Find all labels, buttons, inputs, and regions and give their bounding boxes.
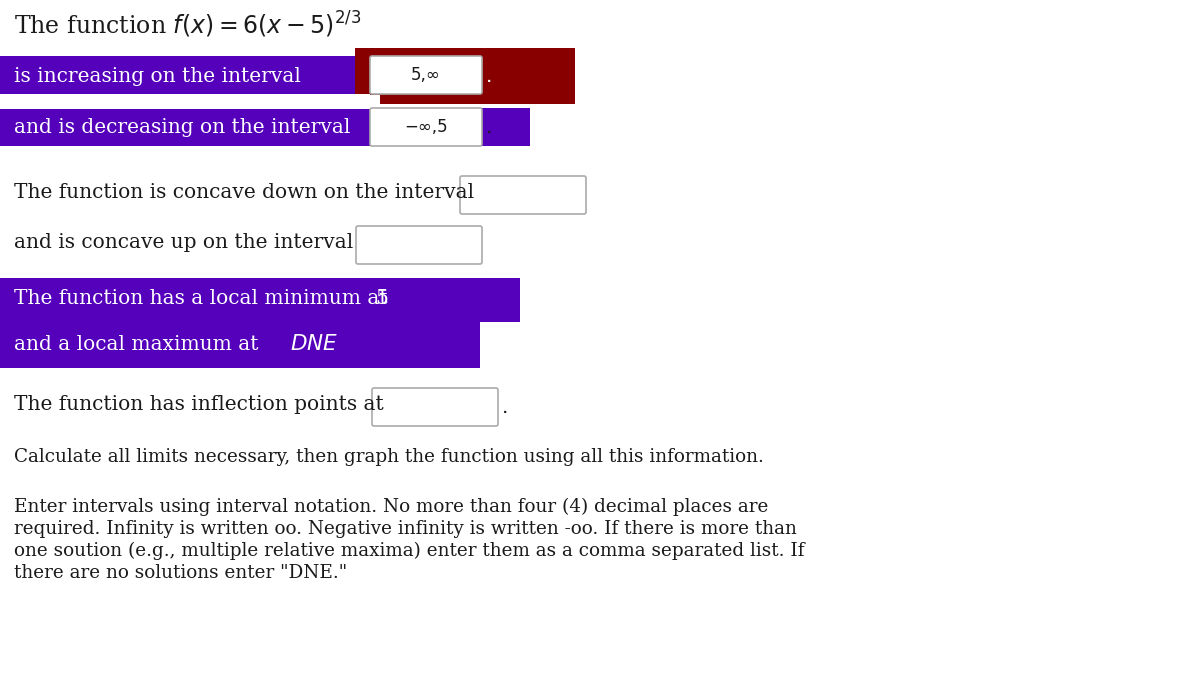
Text: and is decreasing on the interval: and is decreasing on the interval (14, 117, 350, 137)
Text: 5: 5 (374, 289, 388, 307)
Text: one soution (e.g., multiple relative maxima) enter them as a comma separated lis: one soution (e.g., multiple relative max… (14, 542, 804, 560)
Text: The function has a local minimum at: The function has a local minimum at (14, 289, 388, 307)
FancyBboxPatch shape (370, 108, 482, 146)
Text: is increasing on the interval: is increasing on the interval (14, 66, 301, 86)
Text: The function is concave down on the interval: The function is concave down on the inte… (14, 182, 474, 202)
Text: and is concave up on the interval: and is concave up on the interval (14, 232, 353, 252)
Text: .: . (486, 117, 492, 137)
Bar (0, 278, 480, 368)
Text: The function $f(x) = 6(x - 5)^{2/3}$: The function $f(x) = 6(x - 5)^{2/3}$ (14, 10, 361, 40)
Text: The function has inflection points at: The function has inflection points at (14, 395, 384, 413)
Bar (0, 94, 370, 106)
Text: .: . (502, 397, 509, 417)
FancyBboxPatch shape (460, 176, 586, 214)
Text: 5,∞: 5,∞ (412, 66, 440, 84)
Bar (0, 56, 530, 96)
Text: and a local maximum at: and a local maximum at (14, 334, 258, 354)
Text: there are no solutions enter "DNE.": there are no solutions enter "DNE." (14, 564, 347, 582)
Text: required. Infinity is written oo. Negative infinity is written -oo. If there is : required. Infinity is written oo. Negati… (14, 520, 797, 538)
Text: Enter intervals using interval notation. No more than four (4) decimal places ar: Enter intervals using interval notation.… (14, 498, 768, 516)
Bar (0, 95, 380, 109)
Bar (0, 108, 530, 146)
Bar (355, 48, 575, 104)
FancyBboxPatch shape (370, 56, 482, 94)
FancyBboxPatch shape (372, 388, 498, 426)
Text: $\mathit{DNE}$: $\mathit{DNE}$ (290, 334, 338, 354)
Bar (370, 278, 520, 322)
FancyBboxPatch shape (356, 226, 482, 264)
Text: .: . (486, 66, 492, 86)
Text: −∞,5: −∞,5 (404, 118, 448, 136)
Text: Calculate all limits necessary, then graph the function using all this informati: Calculate all limits necessary, then gra… (14, 448, 764, 466)
